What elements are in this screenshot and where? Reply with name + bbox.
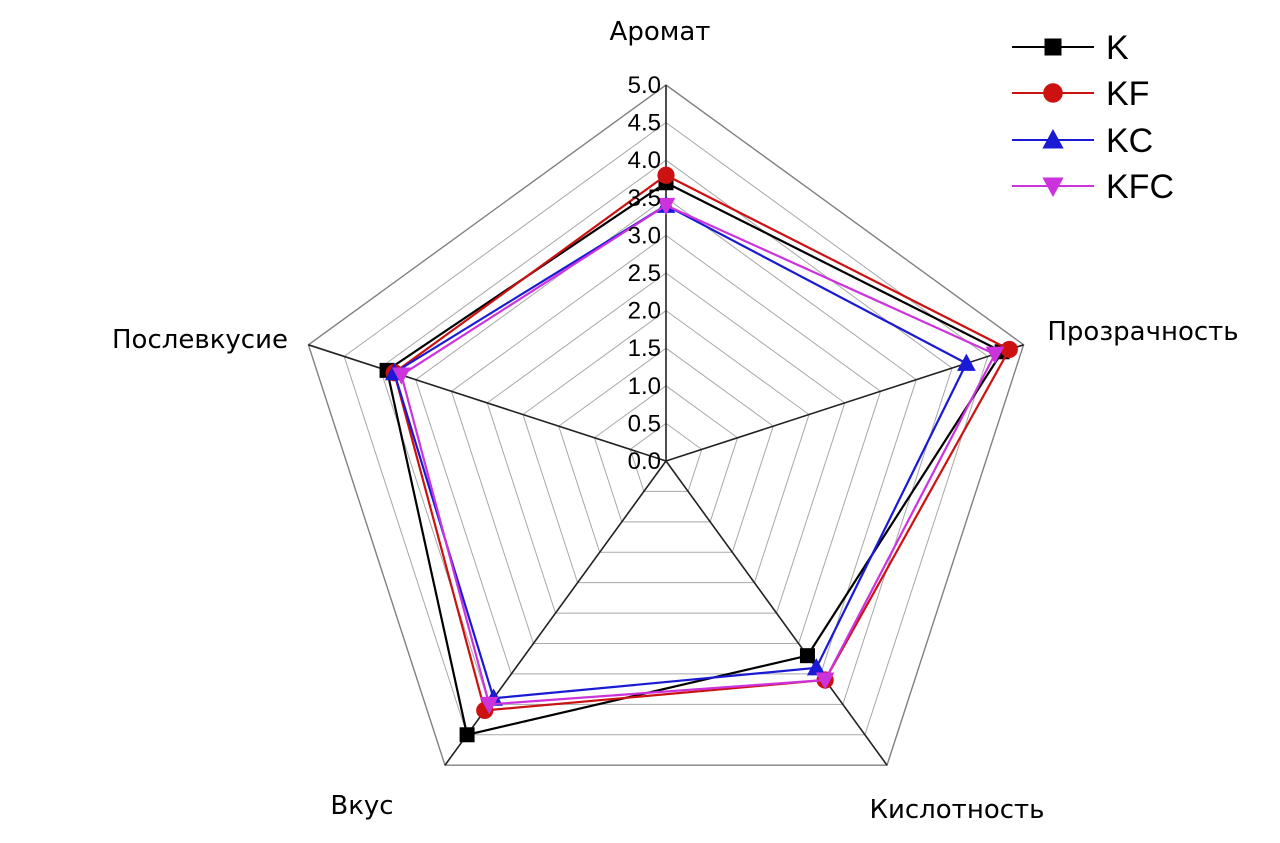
legend-marker-triangle-down (1042, 177, 1064, 198)
legend-label-kfc: KFC (1106, 168, 1174, 206)
legend-marker-circle (1043, 83, 1063, 103)
series-line-kc (392, 204, 968, 700)
legend-marker (1042, 177, 1064, 198)
grid-ring (593, 385, 739, 523)
grid-ring (415, 197, 917, 675)
grid-ring (558, 347, 774, 553)
legend-marker (1044, 38, 1062, 56)
tick-label: 4.0 (628, 147, 661, 174)
grid-ring (629, 422, 703, 492)
data-point (459, 727, 475, 743)
data-point (799, 648, 815, 664)
grid-ring (522, 309, 810, 584)
legend-item-kc: KC (1012, 122, 1153, 160)
data-point (657, 166, 675, 184)
axis-label-aroma: Аромат (610, 17, 711, 47)
legend-item-kf: KF (1012, 75, 1149, 113)
series-line-k (385, 181, 1004, 737)
legend-marker (1042, 128, 1064, 149)
data-point (815, 672, 835, 690)
data-point (806, 658, 826, 676)
series-line-kf (392, 173, 1011, 712)
tick-label: 0.0 (628, 448, 661, 475)
axis-label-clarity: Прозрачность (1047, 317, 1238, 347)
series-line-kfc (400, 204, 997, 706)
radar-series (379, 166, 1018, 743)
tick-label: 0.5 (628, 410, 661, 437)
axis-label-aftertaste: Послевкусие (112, 325, 288, 355)
tick-label: 3.0 (628, 222, 661, 249)
data-point (479, 696, 499, 715)
tick-label: 2.5 (628, 260, 661, 287)
series-kf (385, 166, 1018, 720)
series-kfc (392, 197, 1005, 715)
legend-marker (1043, 83, 1063, 103)
data-point (957, 353, 976, 371)
legend-item-kfc: KFC (1012, 168, 1174, 206)
grid-ring (379, 159, 953, 705)
legend-marker-triangle-up (1042, 128, 1064, 149)
data-point (985, 346, 1005, 364)
grid-ring (486, 272, 846, 614)
grid-ring (307, 84, 1025, 766)
legend-label-kf: KF (1106, 75, 1149, 113)
data-point (392, 367, 411, 385)
grid-spoke (665, 460, 888, 766)
legend-item-k: K (1012, 29, 1129, 67)
tick-label: 4.5 (628, 110, 661, 137)
legend: K KF KC KFC (1012, 29, 1174, 206)
axis-label-acidity: Кислотность (870, 795, 1045, 825)
grid-spoke (308, 344, 667, 462)
tick-label: 3.5 (628, 185, 661, 212)
radial-tick-labels: 0.0 0.5 1.0 1.5 2.0 2.5 3.0 3.5 4.0 4.5 5.0 (628, 72, 661, 475)
legend-label-k: K (1106, 29, 1129, 67)
tick-label: 2.0 (628, 298, 661, 325)
grid-ring (450, 234, 882, 645)
tick-label: 1.0 (628, 373, 661, 400)
legend-marker-square (1044, 38, 1062, 56)
data-point (1000, 340, 1018, 359)
tick-label: 1.5 (628, 335, 661, 362)
series-kc (384, 195, 976, 706)
tick-label: 5.0 (628, 72, 661, 99)
axis-label-taste: Вкус (330, 791, 393, 821)
data-point (656, 197, 676, 216)
legend-label-kc: KC (1106, 122, 1153, 160)
